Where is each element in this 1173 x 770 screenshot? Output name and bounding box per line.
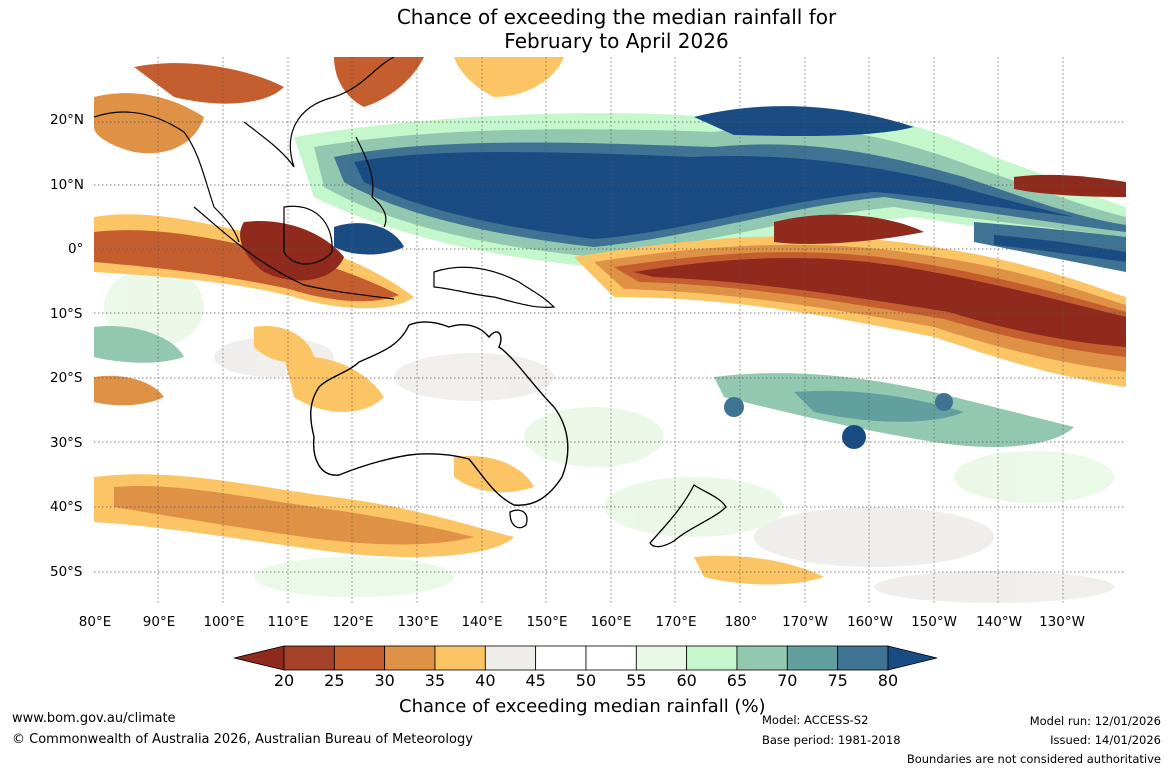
colorbar-tick-label: 35 [424,671,446,690]
lat-label: 10°N [50,177,85,193]
colorbar-segment [535,645,587,671]
colorbar-tick-label: 80 [877,671,899,690]
australia-outline [310,321,569,506]
colorbar-tick-label: 60 [676,671,697,690]
issued-text: Issued: 14/01/2026 [1050,733,1161,747]
lat-label: 10°S [50,306,83,322]
colorbar-tick-label: 75 [827,671,848,690]
base-period-text: Base period: 1981-2018 [762,733,901,747]
colorbar-label: Chance of exceeding median rainfall (%) [399,696,766,717]
lat-label: 50°S [50,564,83,580]
colorbar-segment [434,645,486,671]
rainfall-probability-map [94,57,1126,604]
lon-label: 170°E [655,614,697,630]
new-zealand-outline [649,484,727,548]
model-run-text: Model run: 12/01/2026 [1029,714,1161,728]
lon-label: 110°E [267,614,309,630]
colorbar-under-arrow [234,645,285,671]
lon-label: 140°W [976,614,1022,630]
lon-label: 80°E [78,614,112,630]
asia-coast-outline [94,57,395,243]
lon-label: 130°W [1039,614,1085,630]
colorbar-segment [384,645,436,671]
disclaimer-text: Boundaries are not considered authoritat… [906,752,1161,766]
lon-label: 90°E [142,614,176,630]
tasmania-outline [509,509,528,529]
dry-region-south [94,326,824,585]
colorbar-tick-label: 30 [374,671,395,690]
dry-region-maritime [94,174,1126,309]
colorbar-tick-label: 40 [475,671,496,690]
lon-label: 160°E [590,614,632,630]
colorbar-segment [333,645,386,671]
wet-region-south-pacific [94,326,1074,449]
lat-label: 20°N [50,112,85,128]
new-guinea-outline [433,266,556,308]
background-mottle [104,267,1114,603]
colorbar-segment [736,645,788,671]
sumatra-java-outline [193,206,395,300]
colorbar-tick-label: 55 [626,671,647,690]
dry-band-south [574,214,1126,387]
colorbar-segment [283,645,335,671]
wet-band-north [294,106,1126,272]
lon-label: 120°E [332,614,374,630]
copyright-text: © Commonwealth of Australia 2026, Austra… [12,732,473,747]
lat-label: 0° [68,241,84,257]
borneo-outline [283,205,333,265]
colorbar-tick-label: 50 [575,671,597,690]
colorbar-segment [635,645,688,671]
lon-label: 170°W [782,614,828,630]
lon-label: 140°E [461,614,503,630]
colorbar-segment [686,645,738,671]
lon-label: 150°W [911,614,957,630]
lat-label: 30°S [50,435,83,451]
lon-label: 130°E [397,614,439,630]
philippines-outline [355,136,387,228]
colorbar [234,645,938,671]
colorbar-tick-label: 70 [777,671,798,690]
graticule [94,57,1126,604]
colorbar-tick-label: 20 [273,671,295,690]
colorbar-tick-label: 25 [324,671,345,690]
colorbar-segment [837,645,889,671]
lat-label: 40°S [50,499,83,515]
colorbar-segment [585,645,637,671]
model-text: Model: ACCESS-S2 [762,713,869,727]
colorbar-segment [786,645,839,671]
colorbar-tick-label: 65 [726,671,748,690]
lon-label: 160°W [847,614,893,630]
lon-label: 100°E [203,614,245,630]
lon-label: 150°E [526,614,568,630]
lon-label: 180° [724,614,758,630]
dry-region-asia [94,57,564,154]
colorbar-over-arrow [887,645,938,671]
website-link[interactable]: www.bom.gov.au/climate [12,711,176,726]
colorbar-tick-label: 45 [525,671,546,690]
lat-label: 20°S [50,370,83,386]
map-title-line-1: Chance of exceeding the median rainfall … [396,5,837,29]
colorbar-segment [484,645,537,671]
map-title-line-2: February to April 2026 [504,29,729,53]
